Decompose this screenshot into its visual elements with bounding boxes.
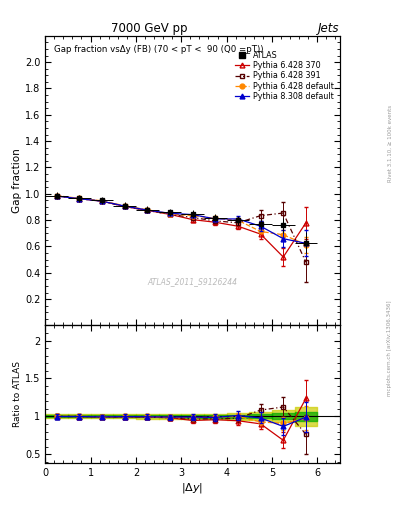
Y-axis label: Ratio to ATLAS: Ratio to ATLAS — [13, 361, 22, 428]
Legend: ATLAS, Pythia 6.428 370, Pythia 6.428 391, Pythia 6.428 default, Pythia 8.308 de: ATLAS, Pythia 6.428 370, Pythia 6.428 39… — [233, 49, 336, 103]
Text: ATLAS_2011_S9126244: ATLAS_2011_S9126244 — [147, 278, 238, 287]
Text: mcplots.cern.ch [arXiv:1306.3436]: mcplots.cern.ch [arXiv:1306.3436] — [387, 301, 392, 396]
Text: 7000 GeV pp: 7000 GeV pp — [111, 22, 187, 34]
X-axis label: $|\Delta y|$: $|\Delta y|$ — [182, 481, 204, 495]
Text: Gap fraction vsΔy (FB) (70 < pT <  90 (Q0 =͟pT)): Gap fraction vsΔy (FB) (70 < pT < 90 (Q0… — [54, 45, 264, 54]
Y-axis label: Gap fraction: Gap fraction — [12, 148, 22, 213]
Text: Jets: Jets — [318, 22, 339, 34]
Text: Rivet 3.1.10, ≥ 100k events: Rivet 3.1.10, ≥ 100k events — [387, 105, 392, 182]
